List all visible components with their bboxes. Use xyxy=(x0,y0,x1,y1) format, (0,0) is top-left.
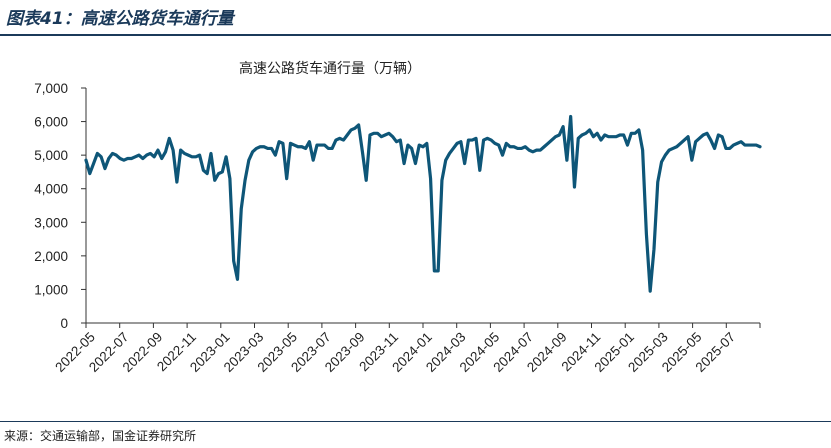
source-note: 来源：交通运输部，国金证券研究所 xyxy=(4,429,197,443)
title-rule xyxy=(0,34,831,36)
y-tick-label: 5,000 xyxy=(34,148,68,163)
line-chart: 高速公路货车通行量（万辆） 0 1,000 2,000 3,000 4,000 5,000… xyxy=(34,60,762,375)
y-tick-label: 2,000 xyxy=(34,249,68,264)
y-tick-label: 7,000 xyxy=(34,81,68,96)
series-layer xyxy=(84,114,762,293)
y-axis: 0 1,000 2,000 3,000 4,000 5,000 6,000 7,000 xyxy=(34,81,87,331)
y-tick-label: 1,000 xyxy=(34,282,68,297)
y-tick-label: 3,000 xyxy=(34,215,68,230)
chart-title: 高速公路货车通行量（万辆） xyxy=(239,60,421,77)
source-rule xyxy=(0,421,831,422)
y-tick-label: 4,000 xyxy=(34,182,68,197)
x-axis: 2022-052022-072022-092022-112023-012023-… xyxy=(52,322,761,375)
figure-title: 图表41：高速公路货车通行量 xyxy=(6,9,234,29)
series-line xyxy=(84,114,762,293)
y-tick-label: 6,000 xyxy=(34,115,68,130)
y-tick-label: 0 xyxy=(60,316,68,331)
